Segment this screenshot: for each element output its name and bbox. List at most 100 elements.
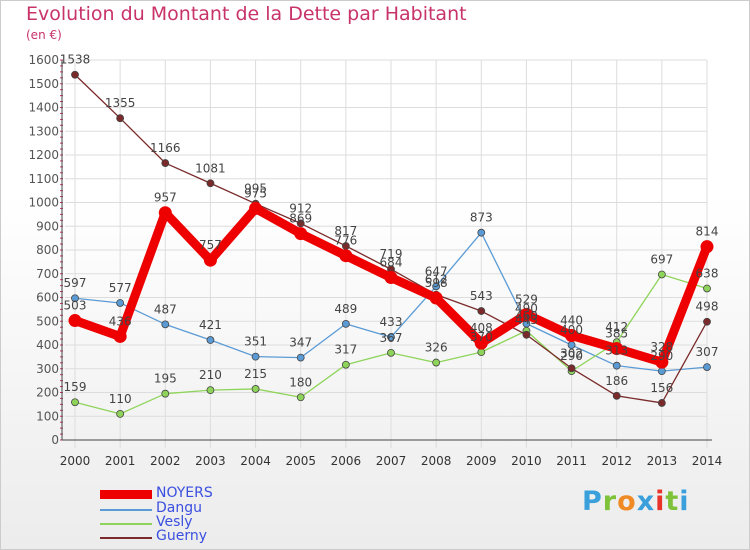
data-label: 719 bbox=[380, 247, 403, 261]
x-tick-label: 2005 bbox=[285, 454, 316, 468]
data-point bbox=[71, 398, 79, 407]
data-point bbox=[565, 329, 579, 342]
data-label: 326 bbox=[425, 341, 448, 355]
x-tick-label: 2011 bbox=[556, 454, 587, 468]
logo-letter: i bbox=[679, 486, 690, 517]
data-label: 400 bbox=[560, 323, 583, 337]
y-tick-label: 1000 bbox=[28, 196, 59, 210]
data-label: 412 bbox=[605, 320, 628, 334]
y-tick-label: 800 bbox=[36, 243, 59, 257]
y-axis-unit: (en €) bbox=[26, 28, 62, 42]
data-label: 598 bbox=[425, 276, 448, 290]
data-point bbox=[341, 360, 350, 369]
logo-letter: r bbox=[602, 486, 618, 517]
data-point bbox=[477, 228, 486, 237]
x-tick-label: 2008 bbox=[421, 454, 452, 468]
data-point bbox=[657, 367, 666, 376]
data-label: 487 bbox=[154, 302, 177, 316]
y-tick-label: 1600 bbox=[28, 53, 59, 67]
data-point bbox=[432, 358, 441, 367]
y-tick-label: 300 bbox=[36, 362, 59, 376]
data-label: 490 bbox=[515, 302, 538, 316]
x-tick-label: 2002 bbox=[150, 454, 181, 468]
data-label: 1538 bbox=[60, 53, 91, 67]
data-point bbox=[567, 364, 576, 373]
legend-label: Vesly bbox=[156, 514, 193, 530]
data-point bbox=[161, 389, 170, 398]
data-label: 873 bbox=[470, 211, 493, 225]
x-tick-label: 2012 bbox=[601, 454, 632, 468]
data-point bbox=[384, 271, 398, 285]
data-label: 302 bbox=[560, 346, 583, 360]
data-label: 180 bbox=[289, 375, 312, 389]
data-point bbox=[703, 363, 711, 371]
data-point bbox=[296, 393, 305, 402]
y-tick-label: 0 bbox=[51, 433, 59, 447]
axes: 0 100 200 300 400 500 600 700 800 900 1000 1100 1200… bbox=[28, 53, 722, 468]
data-point bbox=[387, 333, 395, 342]
y-tick-label: 400 bbox=[36, 338, 59, 352]
data-label: 529 bbox=[515, 292, 538, 306]
data-label: 597 bbox=[64, 276, 87, 290]
data-point bbox=[522, 330, 531, 339]
data-label: 684 bbox=[380, 256, 403, 270]
x-tick-label: 2014 bbox=[692, 454, 723, 468]
data-label: 367 bbox=[380, 331, 403, 345]
data-point bbox=[700, 240, 714, 254]
y-tick-label: 600 bbox=[36, 291, 59, 305]
data-point bbox=[206, 336, 215, 344]
data-point bbox=[296, 219, 305, 228]
data-label: 443 bbox=[515, 313, 538, 327]
data-point bbox=[703, 284, 711, 293]
x-tick-label: 2010 bbox=[511, 454, 542, 468]
y-tick-label: 1300 bbox=[28, 124, 59, 138]
x-tick-label: 2013 bbox=[647, 454, 678, 468]
data-label: 290 bbox=[650, 349, 673, 363]
logo-letter: t bbox=[665, 486, 680, 517]
y-tick-label: 500 bbox=[36, 314, 59, 328]
data-point bbox=[477, 307, 486, 315]
data-point bbox=[71, 70, 79, 79]
data-label: 307 bbox=[696, 345, 719, 359]
data-point bbox=[294, 227, 308, 241]
data-point bbox=[429, 291, 443, 305]
data-label: 577 bbox=[109, 281, 132, 295]
data-point bbox=[251, 385, 260, 393]
data-label: 912 bbox=[289, 201, 312, 215]
data-point bbox=[116, 114, 125, 123]
data-label: 421 bbox=[199, 318, 222, 332]
data-label: 869 bbox=[289, 212, 312, 226]
data-point bbox=[116, 299, 125, 307]
y-tick-label: 1400 bbox=[28, 101, 59, 115]
data-point bbox=[251, 352, 260, 361]
y-tick-label: 200 bbox=[36, 386, 59, 400]
data-label: 215 bbox=[244, 367, 267, 381]
data-label: 460 bbox=[515, 309, 538, 323]
data-label: 159 bbox=[64, 380, 87, 394]
data-point bbox=[657, 270, 666, 279]
data-label: 995 bbox=[244, 182, 267, 196]
x-tick-label: 2006 bbox=[331, 454, 362, 468]
data-label: 436 bbox=[109, 314, 132, 328]
logo-letter: P bbox=[582, 486, 603, 517]
data-label: 440 bbox=[560, 314, 583, 328]
data-label: 1081 bbox=[195, 161, 226, 175]
data-label: 210 bbox=[199, 368, 222, 382]
data-label: 328 bbox=[650, 340, 673, 354]
data-label: 317 bbox=[334, 343, 357, 357]
legend-label: NOYERS bbox=[156, 485, 213, 501]
data-point bbox=[249, 201, 263, 215]
x-tick-label: 2000 bbox=[60, 454, 91, 468]
data-label: 489 bbox=[334, 302, 357, 316]
x-tick-label: 2009 bbox=[466, 454, 497, 468]
data-point bbox=[116, 409, 125, 418]
data-label: 817 bbox=[334, 224, 357, 238]
data-point bbox=[113, 329, 127, 343]
data-label: 370 bbox=[470, 330, 493, 344]
y-tick-label: 1500 bbox=[28, 77, 59, 91]
y-tick-label: 1100 bbox=[28, 172, 59, 186]
data-point bbox=[612, 361, 621, 370]
data-label: 975 bbox=[244, 186, 267, 200]
